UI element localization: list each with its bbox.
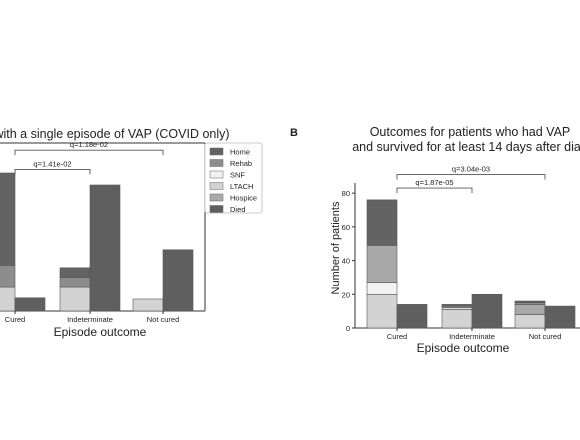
y-tick-label: 80 <box>342 189 350 198</box>
bar-died-cured <box>14 297 46 312</box>
bar-home-indeterminate <box>441 304 473 307</box>
x-tick-label: Indeterminate <box>449 332 495 341</box>
legend-label-snf: SNF <box>230 171 245 180</box>
legend-swatch-hospice <box>209 193 224 202</box>
significance-label: q=1.18e-02 <box>70 140 108 149</box>
bar-home-cured <box>0 172 16 266</box>
x-tick-label: Cured <box>5 315 25 324</box>
bar-snf-cured <box>366 282 398 295</box>
bar-home-cured <box>366 199 398 246</box>
legend-label-hospice: Hospice <box>230 194 257 203</box>
legend-swatch-ltach <box>209 182 224 190</box>
bar-home-indeterminate <box>59 267 91 278</box>
bar-home-not-cured <box>514 300 546 304</box>
panel-a-plot: Cured Indeterminate Not cured q=1.18e-02 q=1… <box>0 140 206 324</box>
legend-swatch-home <box>209 147 224 156</box>
bar-ltach-not-cured <box>132 298 164 312</box>
y-tick-label: 60 <box>342 223 350 232</box>
bar-ltach-not-cured <box>514 314 546 329</box>
legend-label-rehab: Rehab <box>230 159 252 168</box>
bar-died-indeterminate <box>471 293 503 329</box>
bar-ltach-cured <box>0 286 16 312</box>
legend-swatch-rehab <box>209 159 224 167</box>
significance-label: q=1.87e-05 <box>415 178 453 187</box>
legend-swatch-died <box>209 205 224 213</box>
significance-bracket <box>396 174 546 180</box>
panel-a: with a single episode of VAP (COVID only… <box>0 127 263 339</box>
bar-ltach-cured <box>366 293 398 329</box>
bar-rehab-cured <box>0 265 16 288</box>
bar-died-indeterminate <box>89 184 121 312</box>
panel-a-xlabel: Episode outcome <box>54 325 147 339</box>
x-tick-label: Cured <box>387 332 407 341</box>
x-tick-label: Not cured <box>529 332 562 341</box>
bar-hospice-not-cured <box>514 304 546 315</box>
significance-bracket <box>14 168 91 175</box>
legend-label-died: Died <box>230 205 245 214</box>
x-tick-label: Not cured <box>147 315 180 324</box>
y-tick-label: 20 <box>342 290 350 299</box>
bar-hospice-cured <box>366 245 398 283</box>
legend-label-home: Home <box>230 148 250 157</box>
x-tick-label: Indeterminate <box>67 315 113 324</box>
panel-a-title: with a single episode of VAP (COVID only… <box>0 127 230 141</box>
legend-swatch-snf <box>209 170 224 179</box>
bar-rehab-indeterminate <box>59 277 91 288</box>
panel-b-plot: 0 20 40 60 80 Cured Indeterminate Not cured q=3.… <box>342 165 580 341</box>
bar-died-not-cured <box>544 305 576 329</box>
panel-b-label: B <box>290 127 298 139</box>
panel-b-title-line-1: Outcomes for patients who had VAP <box>370 125 571 139</box>
panel-b-xlabel: Episode outcome <box>417 341 510 355</box>
panel-b-title-line-2: and survived for at least 14 days after … <box>352 140 580 154</box>
significance-label: q=3.04e-03 <box>452 165 490 174</box>
bar-ltach-indeterminate <box>59 286 91 312</box>
legend: Home Rehab SNF LTACH Hospice Died <box>204 142 263 214</box>
panel-b: B Outcomes for patients who had VAP and … <box>290 125 580 355</box>
panel-b-ylabel: Number of patients <box>330 201 342 294</box>
significance-bracket <box>396 187 473 194</box>
bar-died-not-cured <box>162 249 194 312</box>
significance-bracket <box>14 149 164 156</box>
y-tick-label: 40 <box>342 257 350 266</box>
legend-label-ltach: LTACH <box>230 182 253 191</box>
significance-label: q=1.41e-02 <box>33 159 71 168</box>
bar-died-cured <box>396 304 428 329</box>
bar-ltach-indeterminate <box>441 309 473 329</box>
y-tick-label: 0 <box>346 324 350 333</box>
